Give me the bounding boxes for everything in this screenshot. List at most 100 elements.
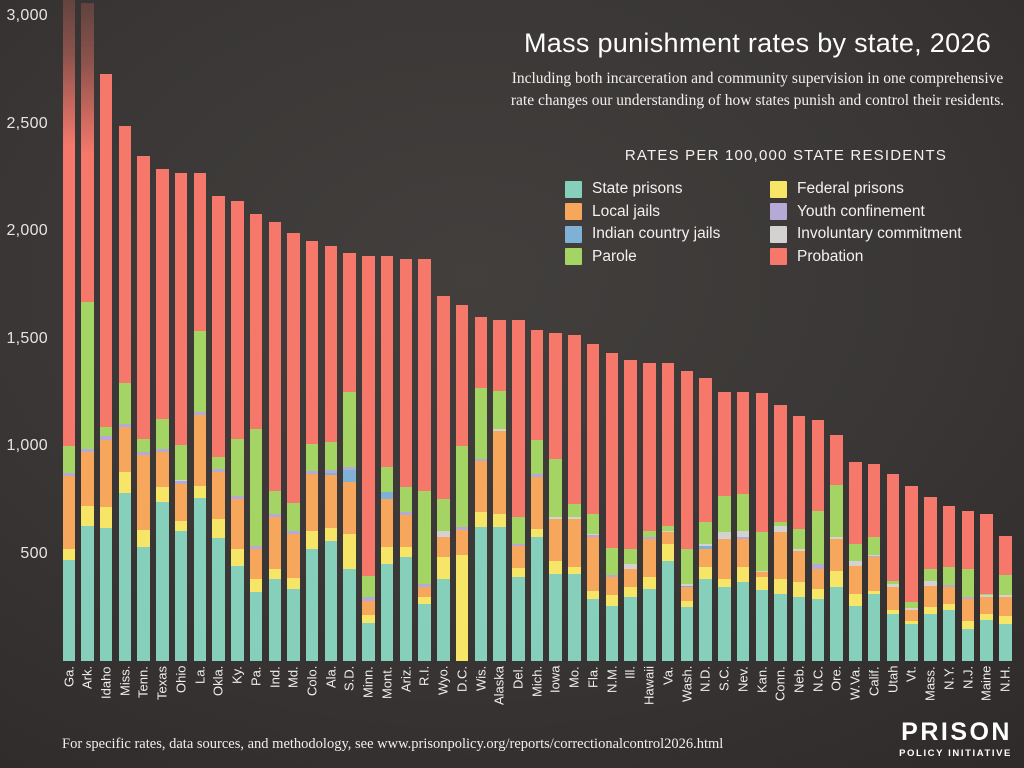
segment-local-jails — [305, 473, 319, 531]
bar-kan — [755, 393, 768, 661]
x-tick-label-miss: Miss. — [117, 666, 133, 697]
segment-federal-prisons — [530, 528, 544, 537]
segment-youth-confinement — [287, 530, 300, 534]
logo-subtitle: POLICY INITIATIVE — [899, 748, 1012, 759]
segment-parole — [811, 510, 825, 564]
bar-ri — [418, 259, 431, 661]
segment-youth-confinement — [268, 514, 282, 518]
segment-probation — [99, 74, 113, 427]
x-tick-label-ala: Ala. — [323, 666, 339, 689]
legend-swatch-parole — [565, 248, 582, 266]
segment-federal-prisons — [867, 590, 881, 595]
segment-involuntary-commitment — [718, 532, 731, 539]
segment-youth-confinement — [174, 480, 188, 485]
bar-ky — [231, 200, 244, 661]
segment-involuntary-commitment — [661, 530, 675, 533]
segment-involuntary-commitment — [699, 543, 712, 546]
segment-local-jails — [549, 519, 562, 561]
segment-federal-prisons — [268, 569, 282, 580]
segment-local-jails — [718, 538, 731, 579]
bar-mass — [924, 497, 937, 661]
segment-federal-prisons — [774, 578, 787, 594]
bar-ny — [942, 505, 956, 661]
segment-federal-prisons — [474, 512, 488, 528]
prison-policy-initiative-logo: PRISON POLICY INITIATIVE — [899, 720, 1012, 760]
segment-youth-confinement — [530, 473, 544, 477]
segment-parole — [305, 443, 319, 471]
segment-local-jails — [643, 538, 656, 578]
segment-state-prisons — [849, 605, 862, 661]
segment-probation — [718, 392, 731, 496]
bar-nm — [605, 352, 619, 661]
x-tick-label-texas: Texas — [154, 666, 170, 700]
bar-calif — [867, 463, 881, 661]
segment-youth-confinement — [605, 574, 619, 578]
bar-nev — [736, 392, 750, 661]
x-tick-label-nc: N.C. — [810, 666, 826, 692]
bar-ill — [624, 360, 637, 661]
legend-item-involuntary-commitment: Involuntary commitment — [765, 225, 1012, 243]
bar-sc — [718, 392, 731, 661]
segment-probation — [305, 240, 319, 444]
segment-parole — [137, 438, 150, 453]
segment-youth-confinement — [193, 412, 207, 416]
segment-probation — [362, 255, 375, 576]
segment-federal-prisons — [512, 567, 525, 577]
bar-ohio — [174, 173, 188, 661]
segment-probation — [343, 252, 356, 393]
y-tick-label-1500: 1,500 — [6, 329, 48, 347]
segment-parole — [156, 418, 169, 450]
legend-label: Involuntary commitment — [797, 225, 962, 243]
segment-parole — [380, 467, 394, 493]
segment-involuntary-commitment — [736, 530, 750, 537]
segment-state-prisons — [661, 560, 675, 661]
segment-indian-country-jails — [380, 492, 394, 499]
segment-federal-prisons — [137, 530, 150, 548]
bar-wyo — [437, 295, 450, 661]
bar-nh — [999, 535, 1012, 661]
segment-parole — [231, 438, 244, 496]
segment-parole — [586, 513, 600, 534]
segment-probation — [961, 510, 975, 569]
x-tick-label-hawaii: Hawaii — [641, 666, 657, 706]
segment-probation — [999, 535, 1012, 576]
segment-parole — [212, 457, 225, 470]
bar-mich — [530, 329, 544, 661]
chart-title: Mass punishment rates by state, 2026 — [523, 28, 992, 58]
segment-parole — [81, 301, 94, 450]
segment-local-jails — [961, 598, 975, 621]
segment-federal-prisons — [174, 521, 188, 531]
segment-parole — [680, 548, 694, 585]
bar-okla — [212, 195, 225, 661]
segment-state-prisons — [699, 578, 712, 661]
segment-parole — [643, 530, 656, 538]
segment-parole — [549, 458, 562, 518]
y-tick-label-2500: 2,500 — [6, 114, 48, 132]
segment-local-jails — [586, 537, 600, 591]
segment-involuntary-commitment — [867, 555, 881, 557]
segment-involuntary-commitment — [586, 533, 600, 535]
bar-sd — [343, 252, 356, 661]
segment-involuntary-commitment — [624, 563, 637, 569]
segment-state-prisons — [418, 603, 431, 661]
segment-probation — [399, 258, 413, 488]
segment-state-prisons — [586, 598, 600, 661]
bar-colo — [305, 240, 319, 661]
segment-federal-prisons — [249, 578, 263, 593]
segment-federal-prisons — [62, 549, 75, 560]
x-tick-label-idaho: Idaho — [98, 666, 114, 699]
x-tick-label-ore: Ore. — [828, 666, 844, 692]
segment-probation — [249, 213, 263, 430]
segment-federal-prisons — [661, 543, 675, 561]
segment-probation — [811, 420, 825, 511]
segment-local-jails — [380, 498, 394, 548]
segment-youth-confinement — [324, 470, 338, 474]
segment-involuntary-commitment — [999, 595, 1012, 598]
segment-parole — [512, 516, 525, 544]
bar-fla — [586, 343, 600, 661]
segment-federal-prisons — [287, 578, 300, 589]
segment-probation — [418, 259, 431, 491]
segment-parole — [249, 429, 263, 546]
bar-nd — [699, 378, 712, 661]
segment-youth-confinement — [961, 597, 975, 599]
